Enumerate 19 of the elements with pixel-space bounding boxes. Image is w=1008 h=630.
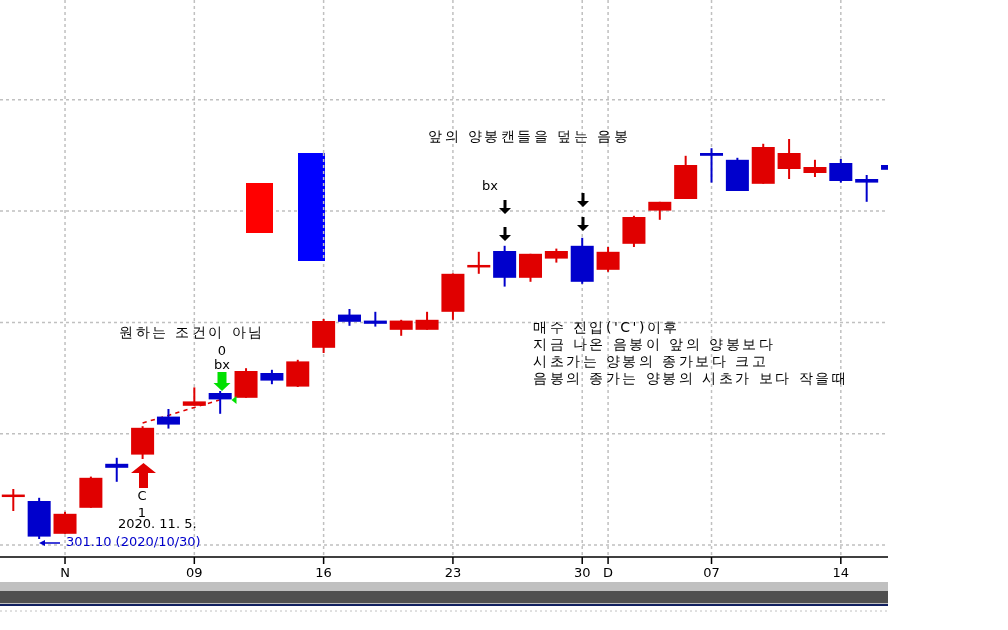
annotation: C (137, 488, 147, 503)
x-tick-label: 09 (186, 565, 203, 580)
annotation: 원하는 조건이 아님 (119, 324, 265, 340)
x-tick-label: 14 (832, 565, 850, 580)
annotation: 음봉의 종가는 양봉의 시초가 보다 작을때 (533, 370, 849, 386)
annotation: bx (482, 178, 499, 193)
x-tick-label: 16 (315, 565, 332, 580)
annotation: 지금 나온 음봉이 앞의 양봉보다 (533, 336, 776, 352)
annotation: 시초가는 양봉의 종가보다 크고 (533, 353, 769, 369)
annotation: 301.10 (2020/10/30) (66, 534, 201, 549)
x-tick-label: 23 (444, 565, 462, 580)
annotation: 0 (217, 343, 227, 358)
annotation: 매수 진입('C')이후 (533, 319, 680, 335)
x-tick-label: 30 (573, 565, 591, 580)
x-tick-label: N (60, 565, 70, 580)
annotation: bx (214, 357, 231, 372)
x-tick-label: 07 (703, 565, 720, 580)
x-tick-label: D (603, 565, 614, 580)
annotation: 앞의 양봉캔들을 덮는 음봉 (428, 128, 631, 144)
